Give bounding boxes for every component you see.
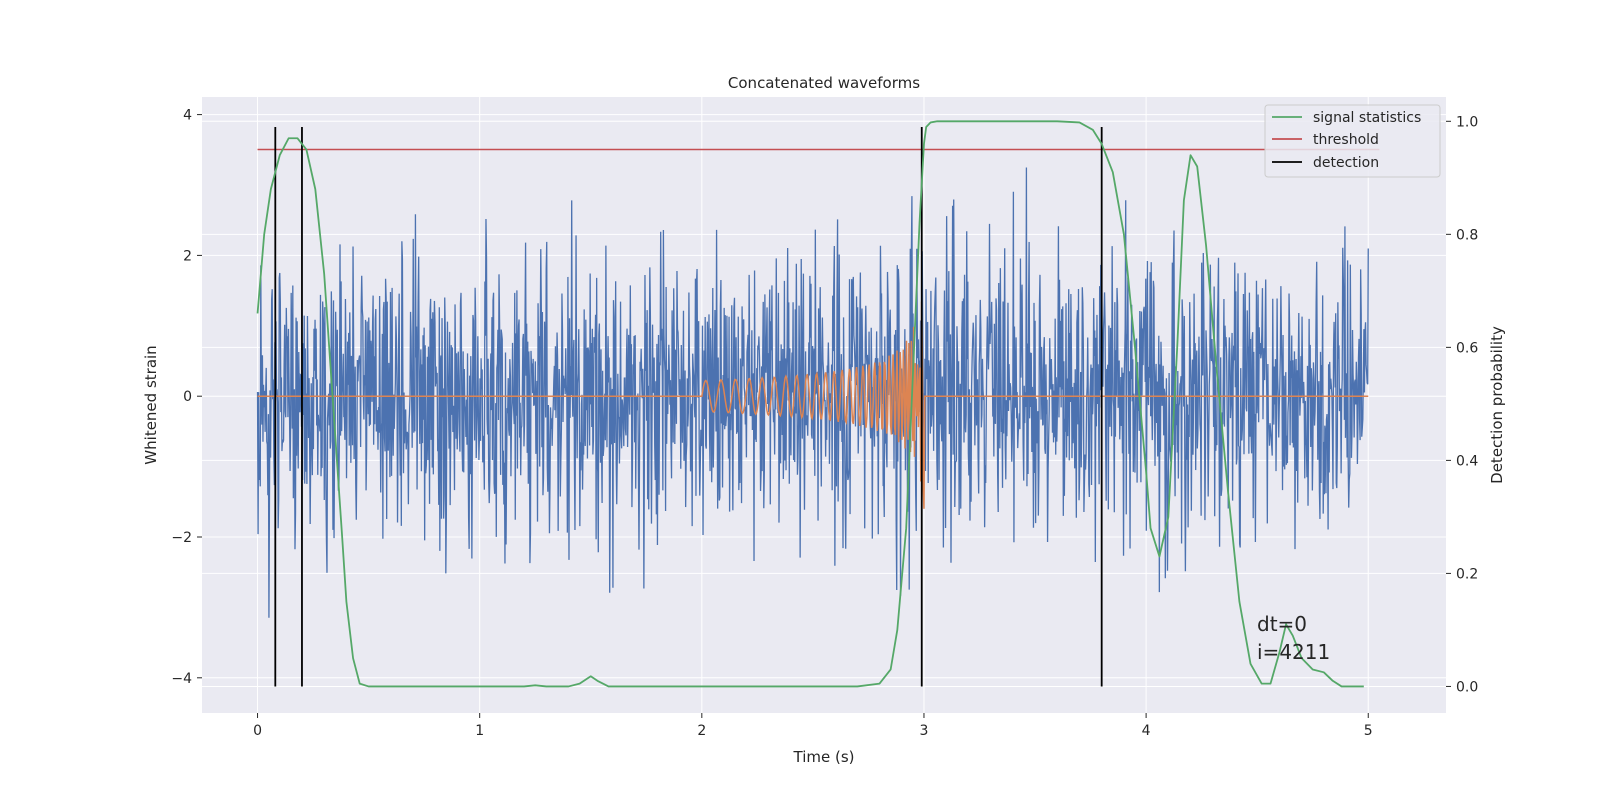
legend: signal statistics threshold detection xyxy=(1264,104,1441,178)
y-tick-label-1: −2 xyxy=(171,530,192,546)
legend-box xyxy=(1264,104,1441,178)
axes-layer: 0 1 2 3 4 5 −4 −2 0 2 4 0.0 0.2 0.4 0.6 0.8 1.0 xyxy=(171,108,1478,739)
series-injected-waveform xyxy=(257,301,1369,509)
y-tick-label-2: 0 xyxy=(183,389,192,405)
y2-tick-label-4: 0.8 xyxy=(1456,227,1478,243)
legend-label-detection: detection xyxy=(1313,155,1379,171)
x-tick-label-2: 2 xyxy=(697,723,706,739)
x-tick-label-1: 1 xyxy=(475,723,484,739)
y2-tick-label-5: 1.0 xyxy=(1456,114,1478,130)
y2-tick-label-3: 0.6 xyxy=(1456,340,1478,356)
legend-label-threshold: threshold xyxy=(1313,132,1379,148)
y-tick-label-3: 2 xyxy=(183,248,192,264)
x-tick-label-4: 4 xyxy=(1142,723,1151,739)
y-tick-label-4: 4 xyxy=(183,108,192,124)
y2-tick-label-2: 0.4 xyxy=(1456,453,1478,469)
y2-tick-label-0: 0.0 xyxy=(1456,679,1478,695)
annotation-dt: dt=0 xyxy=(1257,612,1307,636)
x-axis-label: Time (s) xyxy=(793,748,855,766)
x-tick-label-5: 5 xyxy=(1364,723,1373,739)
y-axis-label: Whitened strain xyxy=(142,345,160,464)
y-tick-label-0: −4 xyxy=(171,671,192,687)
legend-label-signal-statistics: signal statistics xyxy=(1313,110,1421,126)
y2-tick-label-1: 0.2 xyxy=(1456,566,1478,582)
series-signal-statistics xyxy=(256,120,1364,688)
x-tick-label-0: 0 xyxy=(253,723,262,739)
x-tick-label-3: 3 xyxy=(920,723,929,739)
series-layer xyxy=(256,120,1380,688)
chart-title: Concatenated waveforms xyxy=(728,74,920,92)
series-whitened-strain xyxy=(256,167,1369,618)
annotation-index: i=4211 xyxy=(1257,640,1330,664)
y2-axis-label: Detection probability xyxy=(1488,326,1506,484)
